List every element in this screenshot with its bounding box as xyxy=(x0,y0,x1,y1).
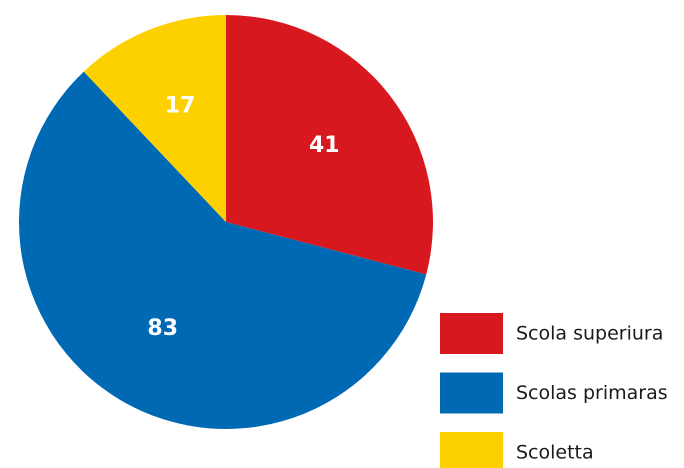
slice-label: 83 xyxy=(147,316,178,341)
pie-slice xyxy=(83,15,226,222)
legend-label: Scoletta xyxy=(516,442,594,464)
legend-label: Scola superiura xyxy=(516,323,663,345)
slice-label: 41 xyxy=(309,133,340,158)
legend-swatch xyxy=(440,313,503,354)
pie-slice xyxy=(18,71,427,429)
legend-label: Scolas primaras xyxy=(516,382,668,404)
legend-swatch xyxy=(440,372,503,414)
pie-slice xyxy=(226,15,433,275)
legend-swatch xyxy=(440,432,503,468)
slice-label: 17 xyxy=(165,94,196,119)
